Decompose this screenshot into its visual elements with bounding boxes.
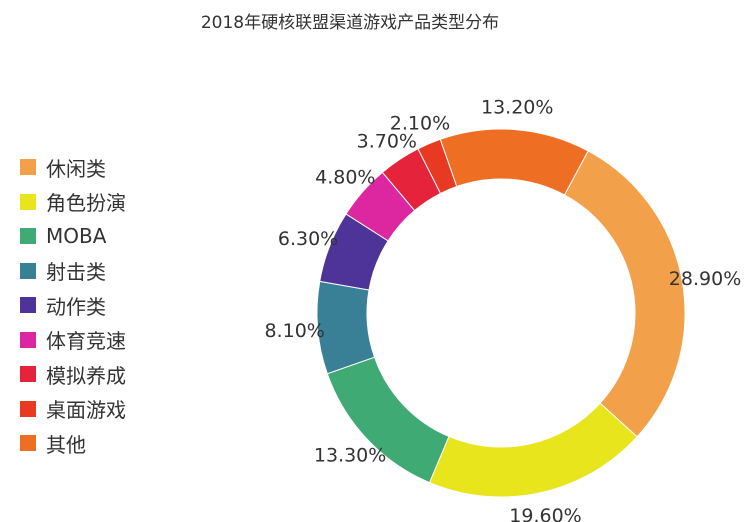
legend-label: 休闲类 [46, 156, 106, 181]
legend-item[interactable]: 其他 [20, 426, 126, 461]
legend-label: 桌面游戏 [46, 398, 126, 423]
legend-swatch [20, 228, 36, 245]
legend-swatch [20, 331, 36, 348]
legend-label: 模拟养成 [46, 363, 126, 388]
donut-slice[interactable] [563, 150, 686, 438]
legend-swatch [20, 159, 36, 176]
legend-item[interactable]: MOBA [20, 219, 126, 254]
slice-percent-label: 28.90% [669, 268, 741, 290]
chart-title: 2018年硬核联盟渠道游戏产品类型分布 [200, 13, 500, 33]
slice-percent-label: 2.10% [390, 113, 450, 135]
chart-legend: 休闲类角色扮演 MOBA 射击类动作类体育竞速模拟养成桌面游戏其他 [20, 150, 126, 461]
slice-percent-label: 13.30% [314, 445, 386, 467]
legend-label: 动作类 [46, 294, 106, 319]
legend-swatch [20, 435, 36, 452]
donut-slice[interactable] [428, 402, 638, 498]
legend-item[interactable]: 角色扮演 [20, 185, 126, 220]
legend-swatch [20, 262, 36, 279]
legend-swatch [20, 400, 36, 417]
slice-percent-label: 3.70% [357, 130, 417, 152]
legend-swatch [20, 366, 36, 383]
donut-slice[interactable] [439, 128, 589, 196]
slice-percent-label: 8.10% [265, 320, 325, 342]
legend-label: 其他 [46, 432, 86, 457]
legend-item[interactable]: 射击类 [20, 254, 126, 289]
slice-percent-label: 4.80% [315, 167, 375, 189]
slice-percent-label: 19.60% [509, 505, 581, 522]
legend-swatch [20, 193, 36, 210]
legend-item[interactable]: 桌面游戏 [20, 392, 126, 427]
legend-label: 体育竞速 [46, 329, 126, 354]
slice-percent-label: 13.20% [481, 97, 553, 119]
legend-label: MOBA [46, 224, 107, 249]
legend-label: 角色扮演 [46, 191, 126, 216]
donut-slice[interactable] [316, 280, 376, 375]
legend-item[interactable]: 体育竞速 [20, 323, 126, 358]
legend-item[interactable]: 休闲类 [20, 150, 126, 185]
legend-item[interactable]: 动作类 [20, 288, 126, 323]
legend-label: 射击类 [46, 260, 106, 285]
legend-swatch [20, 297, 36, 314]
legend-item[interactable]: 模拟养成 [20, 357, 126, 392]
slice-percent-label: 6.30% [278, 228, 338, 250]
